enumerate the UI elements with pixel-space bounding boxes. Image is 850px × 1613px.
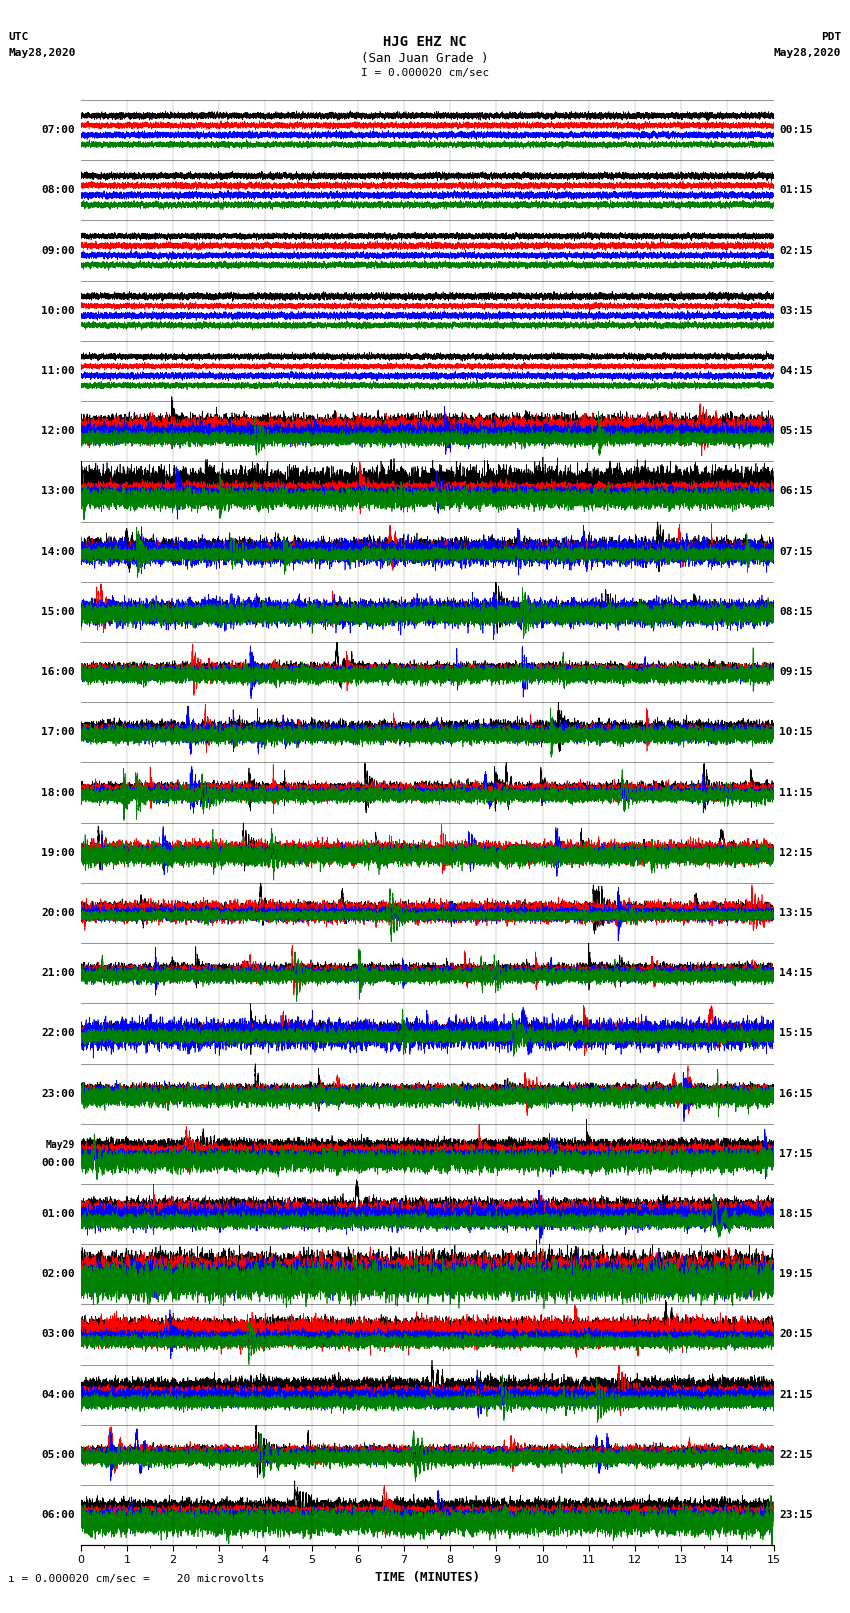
- Text: 15:15: 15:15: [779, 1029, 813, 1039]
- Text: 21:15: 21:15: [779, 1390, 813, 1400]
- Text: 00:15: 00:15: [779, 126, 813, 135]
- Text: 13:00: 13:00: [42, 487, 75, 497]
- Text: 10:00: 10:00: [42, 306, 75, 316]
- Text: 17:15: 17:15: [779, 1148, 813, 1158]
- Text: 01:00: 01:00: [42, 1210, 75, 1219]
- Text: 14:00: 14:00: [42, 547, 75, 556]
- Text: 19:15: 19:15: [779, 1269, 813, 1279]
- Text: 00:00: 00:00: [42, 1158, 75, 1168]
- Text: May29: May29: [46, 1140, 75, 1150]
- Text: 05:00: 05:00: [42, 1450, 75, 1460]
- Text: 11:15: 11:15: [779, 787, 813, 797]
- Text: I = 0.000020 cm/sec: I = 0.000020 cm/sec: [361, 68, 489, 77]
- X-axis label: TIME (MINUTES): TIME (MINUTES): [375, 1571, 479, 1584]
- Text: 07:15: 07:15: [779, 547, 813, 556]
- Text: 10:15: 10:15: [779, 727, 813, 737]
- Text: 15:00: 15:00: [42, 606, 75, 616]
- Text: 12:15: 12:15: [779, 848, 813, 858]
- Text: 08:15: 08:15: [779, 606, 813, 616]
- Text: 03:00: 03:00: [42, 1329, 75, 1339]
- Text: 17:00: 17:00: [42, 727, 75, 737]
- Text: 05:15: 05:15: [779, 426, 813, 436]
- Text: 19:00: 19:00: [42, 848, 75, 858]
- Text: 22:15: 22:15: [779, 1450, 813, 1460]
- Text: 18:15: 18:15: [779, 1210, 813, 1219]
- Text: 03:15: 03:15: [779, 306, 813, 316]
- Text: 23:15: 23:15: [779, 1510, 813, 1519]
- Text: 14:15: 14:15: [779, 968, 813, 977]
- Text: HJG EHZ NC: HJG EHZ NC: [383, 35, 467, 50]
- Text: 21:00: 21:00: [42, 968, 75, 977]
- Text: ı = 0.000020 cm/sec =    20 microvolts: ı = 0.000020 cm/sec = 20 microvolts: [8, 1574, 265, 1584]
- Text: PDT: PDT: [821, 32, 842, 42]
- Text: 13:15: 13:15: [779, 908, 813, 918]
- Text: 09:15: 09:15: [779, 668, 813, 677]
- Text: UTC: UTC: [8, 32, 29, 42]
- Text: 20:15: 20:15: [779, 1329, 813, 1339]
- Text: 02:00: 02:00: [42, 1269, 75, 1279]
- Text: May28,2020: May28,2020: [774, 48, 842, 58]
- Text: 08:00: 08:00: [42, 185, 75, 195]
- Text: 16:00: 16:00: [42, 668, 75, 677]
- Text: 06:15: 06:15: [779, 487, 813, 497]
- Text: 11:00: 11:00: [42, 366, 75, 376]
- Text: 01:15: 01:15: [779, 185, 813, 195]
- Text: (San Juan Grade ): (San Juan Grade ): [361, 52, 489, 65]
- Text: 04:00: 04:00: [42, 1390, 75, 1400]
- Text: 12:00: 12:00: [42, 426, 75, 436]
- Text: 22:00: 22:00: [42, 1029, 75, 1039]
- Text: 23:00: 23:00: [42, 1089, 75, 1098]
- Text: 16:15: 16:15: [779, 1089, 813, 1098]
- Text: 18:00: 18:00: [42, 787, 75, 797]
- Text: 06:00: 06:00: [42, 1510, 75, 1519]
- Text: 02:15: 02:15: [779, 245, 813, 255]
- Text: 09:00: 09:00: [42, 245, 75, 255]
- Text: May28,2020: May28,2020: [8, 48, 76, 58]
- Text: 04:15: 04:15: [779, 366, 813, 376]
- Text: 20:00: 20:00: [42, 908, 75, 918]
- Text: 07:00: 07:00: [42, 126, 75, 135]
